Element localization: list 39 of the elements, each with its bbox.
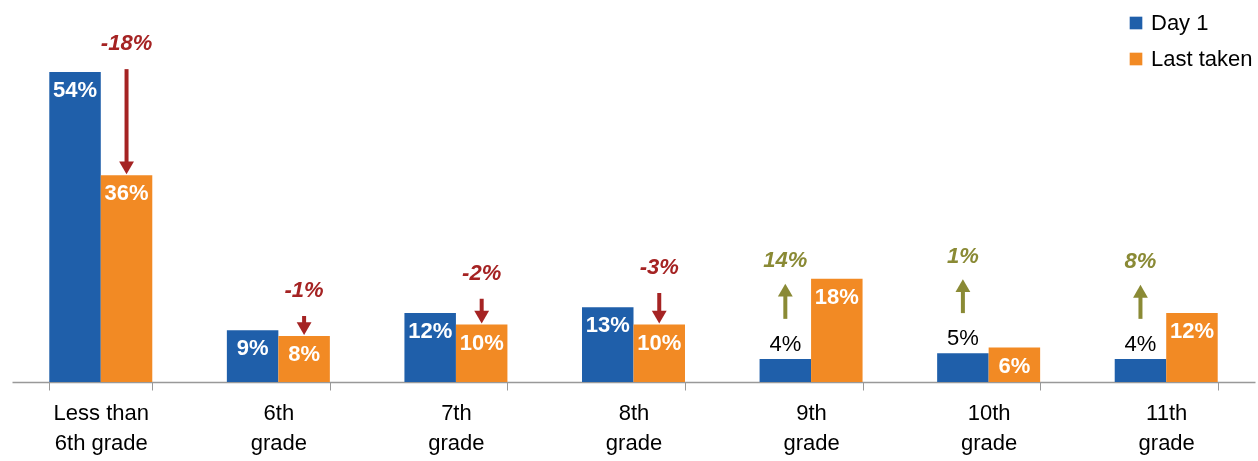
data-label: 13%: [585, 312, 630, 338]
data-label: 12%: [1169, 318, 1214, 344]
annotation: 8%: [1124, 248, 1157, 274]
data-label: 4%: [769, 331, 802, 357]
data-label: 5%: [947, 325, 979, 351]
data-label: 9%: [236, 335, 269, 361]
data-label: 36%: [104, 180, 149, 206]
annotation: 14%: [763, 247, 808, 273]
x-tick-label: 7th grade: [428, 399, 485, 455]
legend-label: Day 1: [1151, 10, 1209, 35]
annotation: -1%: [284, 277, 324, 303]
data-label: 10%: [637, 329, 682, 355]
x-tick-label: 9th grade: [783, 399, 840, 455]
x-tick-label: 10th grade: [961, 399, 1018, 455]
bar: [937, 353, 989, 382]
bar: [759, 359, 812, 382]
x-tick-label: 6th grade: [250, 399, 307, 455]
x-tick-label: 11th grade: [1138, 399, 1195, 455]
bar: [582, 307, 634, 382]
data-label: 6%: [998, 352, 1031, 378]
bar: [100, 175, 153, 382]
legend-label: Last taken: [1151, 46, 1253, 71]
x-tick-label: 8th grade: [605, 399, 663, 455]
data-label: 12%: [408, 318, 453, 344]
data-label: 54%: [53, 77, 98, 102]
data-label: 10%: [459, 329, 504, 355]
text: -18%: [100, 30, 153, 56]
bar: [1114, 359, 1167, 382]
data-label: 8%: [288, 341, 320, 367]
bar: [49, 72, 101, 382]
x-tick-label: Less than 6th grade: [53, 399, 149, 455]
annotation: 1%: [947, 242, 979, 268]
annotation: -3%: [639, 254, 679, 280]
data-label: 18%: [814, 283, 859, 309]
bar: [1166, 313, 1218, 382]
annotation: -2%: [462, 259, 502, 285]
bar: [811, 278, 863, 382]
data-label: 4%: [1124, 331, 1157, 357]
bar: [404, 313, 456, 382]
